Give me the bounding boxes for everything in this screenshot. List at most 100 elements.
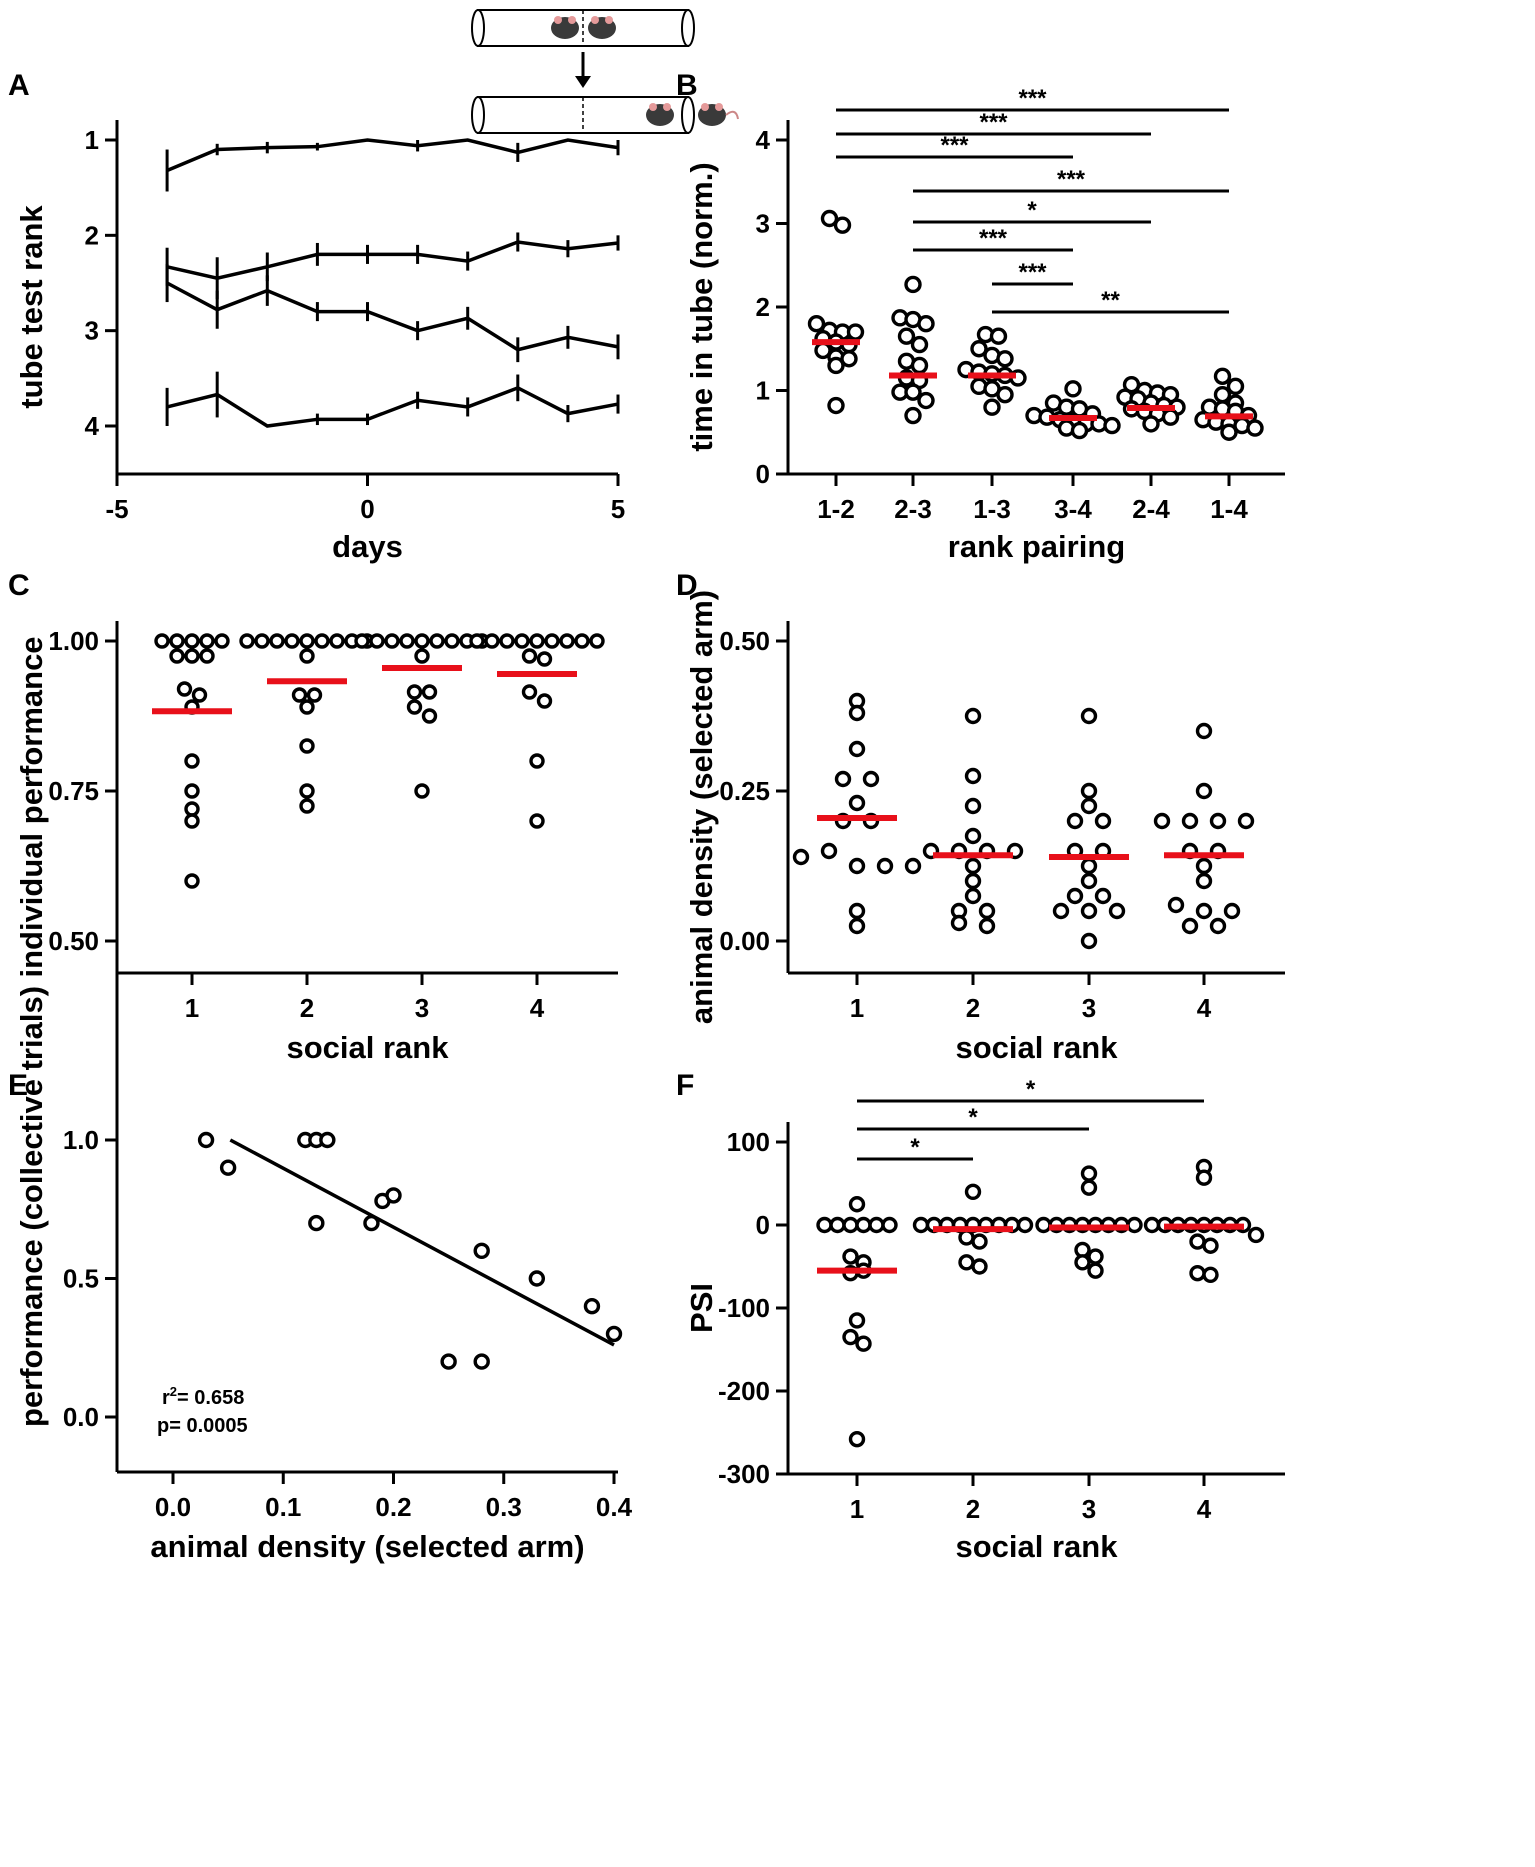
y-tick-label: -100 (718, 1293, 770, 1323)
data-point (1195, 722, 1213, 740)
data-point (1153, 812, 1171, 830)
significance-label: * (910, 1134, 920, 1161)
data-point (904, 406, 922, 425)
regression-line (229, 1138, 615, 1347)
data-point (910, 356, 929, 375)
data-point (529, 633, 545, 649)
data-point (1195, 872, 1213, 890)
data-point (904, 857, 922, 875)
data-point (529, 753, 545, 769)
data-point (897, 327, 916, 345)
data-point (816, 1216, 833, 1234)
data-point (978, 902, 996, 920)
data-point (848, 902, 866, 920)
x-tick-label: 4 (530, 993, 545, 1023)
data-point (299, 648, 315, 664)
y-tick-label: 0.5 (63, 1264, 99, 1294)
data-point (529, 813, 545, 829)
data-point (319, 1131, 336, 1149)
significance-label: * (1026, 1076, 1036, 1103)
series-line (166, 240, 619, 281)
y-axis-label: PSI (684, 1283, 719, 1333)
data-point (1087, 1248, 1104, 1265)
data-point (299, 699, 315, 715)
tube-test-illustration (471, 9, 739, 134)
data-point (574, 633, 590, 649)
data-point (1209, 812, 1227, 830)
data-point (1220, 423, 1238, 441)
y-tick-label: 0.75 (48, 776, 99, 806)
x-axis-label: social rank (956, 1030, 1119, 1065)
data-point (842, 1328, 859, 1346)
panel-label: B (676, 69, 698, 102)
data-point (184, 813, 200, 829)
data-point (299, 798, 315, 814)
data-point (406, 699, 423, 715)
data-point (299, 738, 315, 754)
data-point (904, 275, 922, 294)
data-point (154, 633, 170, 649)
data-point (605, 1325, 623, 1343)
data-point (855, 1216, 872, 1234)
data-point (842, 1248, 859, 1265)
y-tick-label: 1.00 (48, 626, 99, 656)
x-axis-label: days (332, 529, 403, 564)
series-line (166, 385, 619, 428)
data-point (840, 350, 858, 368)
data-point (385, 1187, 402, 1204)
data-point (214, 633, 230, 649)
data-point (978, 917, 996, 935)
x-tick-label: 0.2 (375, 1492, 411, 1522)
y-tick-label: 3 (756, 209, 770, 239)
x-tick-label: 0.3 (486, 1492, 522, 1522)
data-point (950, 914, 968, 932)
data-point (1195, 782, 1213, 800)
data-point (1080, 782, 1098, 800)
data-point (1087, 1262, 1104, 1279)
data-point (299, 783, 315, 799)
data-point (184, 753, 200, 769)
x-tick-label: 0.4 (596, 1492, 633, 1522)
data-point (1223, 902, 1241, 920)
y-tick-label: -300 (718, 1459, 770, 1489)
data-point (306, 687, 323, 703)
x-tick-label: 1-3 (973, 494, 1011, 524)
data-point (964, 707, 982, 725)
x-tick-label: 5 (611, 494, 625, 524)
data-point (1080, 1165, 1098, 1182)
data-point (440, 1353, 457, 1370)
data-point (1080, 902, 1098, 920)
panel-label: E (8, 1069, 28, 1102)
data-point (536, 693, 553, 709)
data-point (964, 767, 982, 785)
data-point (964, 1183, 982, 1201)
data-point (169, 648, 185, 664)
data-point (910, 335, 929, 354)
data-point (848, 1430, 866, 1448)
data-point (1213, 367, 1232, 386)
data-point (848, 1196, 866, 1213)
series-rank-3 (165, 263, 620, 363)
data-point (544, 633, 560, 649)
data-point (184, 633, 200, 649)
significance-label: * (1027, 197, 1037, 224)
y-tick-label: 0 (756, 1210, 770, 1240)
data-point (1066, 887, 1084, 905)
data-point (1080, 797, 1098, 815)
data-point (848, 917, 866, 935)
significance-label: *** (1018, 259, 1047, 286)
data-point (1103, 416, 1121, 435)
data-point (406, 684, 423, 700)
data-point (421, 708, 438, 724)
x-tick-label: 2 (966, 1494, 980, 1524)
data-point (197, 1131, 215, 1149)
data-point (184, 801, 200, 817)
x-axis-label: social rank (287, 1030, 450, 1065)
significance-label: *** (940, 132, 969, 159)
data-point (583, 1297, 601, 1315)
data-point (1195, 902, 1213, 920)
